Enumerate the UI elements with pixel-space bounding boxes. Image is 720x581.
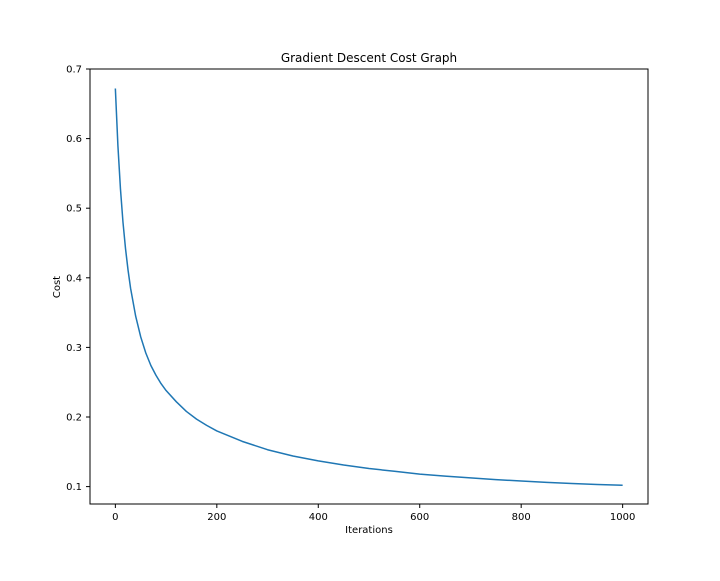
x-tick-label: 1000 (610, 512, 635, 523)
y-axis-label: Cost (52, 276, 63, 298)
chart-title: Gradient Descent Cost Graph (281, 51, 457, 65)
series-layer (114, 88, 623, 486)
plot-area (90, 69, 648, 504)
y-tick-label: 0.6 (66, 134, 82, 145)
axes-frame (89, 68, 649, 505)
x-axis: 0 200 400 600 800 1000 (112, 504, 635, 523)
x-tick-label: 800 (512, 512, 531, 523)
x-axis-label: Iterations (345, 525, 393, 536)
x-tick-label: 200 (207, 512, 226, 523)
y-tick-label: 0.4 (66, 273, 82, 284)
x-tick-label: 0 (112, 512, 118, 523)
y-tick-label: 0.5 (66, 204, 82, 215)
y-tick-label: 0.3 (66, 343, 82, 354)
x-tick-label: 400 (309, 512, 328, 523)
x-tick-label: 600 (410, 512, 429, 523)
y-tick-label: 0.7 (66, 65, 82, 76)
cost-line (114, 88, 623, 486)
y-tick-label: 0.2 (66, 413, 82, 424)
y-tick-label: 0.1 (66, 482, 82, 493)
y-axis: 0.1 0.2 0.3 0.4 0.5 0.6 0.7 (66, 65, 90, 493)
